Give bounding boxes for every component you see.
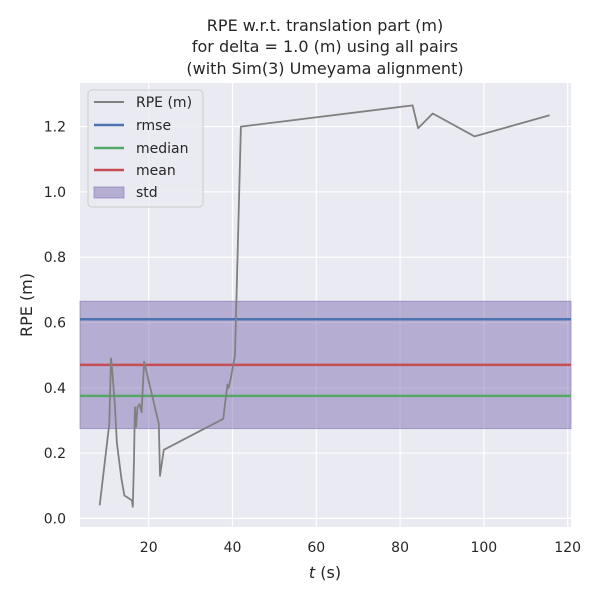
rpe-series-line [98, 104, 550, 508]
chart-title: RPE w.r.t. translation part (m) for delt… [186, 16, 463, 78]
legend-rmse-label: rmse [136, 118, 171, 134]
y-tick-labels: 0.0 0.2 0.4 0.6 0.8 1.0 1.2 [44, 120, 66, 528]
x-tick-label: 120 [554, 540, 581, 556]
y-tick-label: 0.0 [44, 511, 66, 527]
stat-lines-group [80, 317, 571, 398]
y-tick-label: 0.6 [44, 315, 66, 331]
legend-box [87, 89, 204, 208]
y-axis-label: RPE (m) [17, 273, 36, 337]
y-tick-label: 1.0 [44, 185, 66, 201]
title-line-1: RPE w.r.t. translation part (m) [207, 16, 443, 35]
y-tick-label: 1.2 [44, 120, 66, 136]
x-axis-label: t (s) [309, 563, 341, 582]
legend-rpe-label: RPE (m) [136, 95, 192, 111]
x-tick-label: 40 [224, 540, 242, 556]
title-line-2: for delta = 1.0 (m) using all pairs [192, 37, 458, 56]
y-tick-label: 0.2 [44, 446, 66, 462]
y-tick-label: 0.4 [44, 381, 66, 397]
x-tick-label: 60 [307, 540, 325, 556]
x-tick-labels: 20 40 60 80 100 120 [140, 540, 581, 556]
title-line-3: (with Sim(3) Umeyama alignment) [186, 59, 463, 78]
legend-std-swatch [93, 186, 125, 199]
y-tick-label: 0.8 [44, 250, 66, 266]
legend: RPE (m) rmse median mean std [87, 89, 204, 208]
x-axis-label-variable: t [309, 563, 316, 582]
x-tick-label: 20 [140, 540, 158, 556]
legend-std-label: std [136, 185, 158, 201]
legend-mean-label: mean [136, 163, 176, 179]
x-axis-label-unit: (s) [315, 563, 341, 582]
legend-median-label: median [136, 141, 188, 157]
x-tick-label: 100 [470, 540, 497, 556]
x-tick-label: 80 [391, 540, 409, 556]
series-group [98, 104, 550, 508]
